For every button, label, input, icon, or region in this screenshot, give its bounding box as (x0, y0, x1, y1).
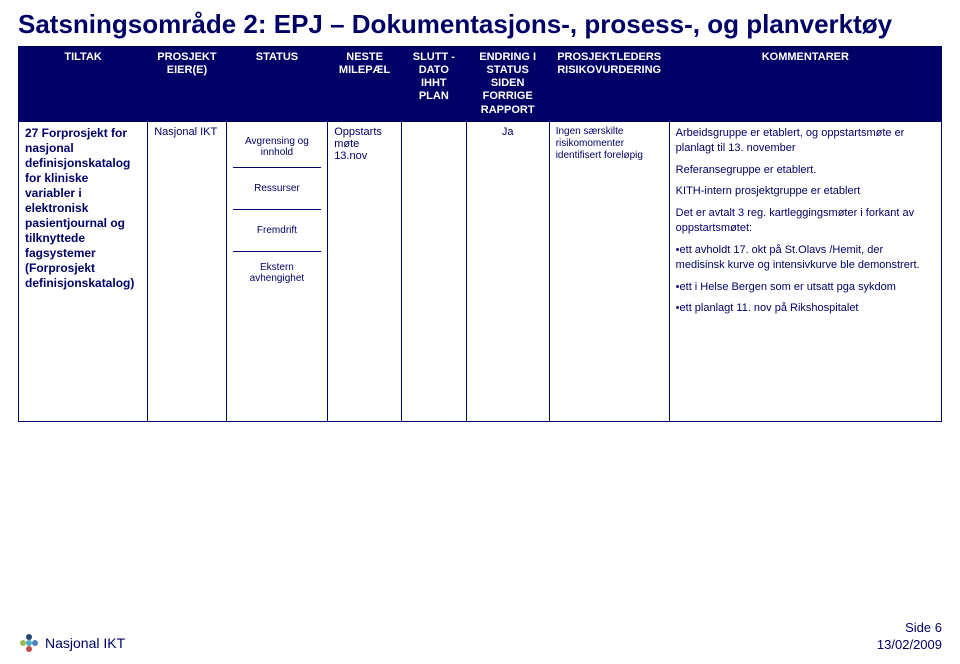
table-row: 27 Forprosjekt for nasjonal definisjonsk… (19, 121, 942, 421)
page-footer: Nasjonal IKT Side 6 13/02/2009 (18, 620, 942, 654)
cell-status: Avgrensing og innhold Ressurser Fremdrif… (226, 121, 328, 421)
cell-kommentarer: Arbeidsgruppe er etablert, og oppstartsm… (669, 121, 941, 421)
logo-text: Nasjonal IKT (45, 635, 125, 651)
comment-line: •ett avholdt 17. okt på St.Olavs /Hemit,… (676, 243, 935, 273)
page-date: 13/02/2009 (877, 637, 942, 654)
logo: Nasjonal IKT (18, 632, 125, 654)
status-avgrensing: Avgrensing og innhold (233, 126, 322, 168)
status-subtable: Avgrensing og innhold Ressurser Fremdrif… (233, 126, 322, 294)
comment-line: •ett planlagt 11. nov på Rikshospitalet (676, 301, 935, 316)
col-eier: PROSJEKT EIER(E) (148, 46, 226, 121)
col-endring: ENDRING I STATUS SIDEN FORRIGE RAPPORT (466, 46, 549, 121)
project-table: TILTAK PROSJEKT EIER(E) STATUS NESTE MIL… (18, 46, 942, 422)
comment-line: Referansegruppe er etablert. (676, 163, 935, 178)
col-kommentarer: KOMMENTARER (669, 46, 941, 121)
cell-endring: Ja (466, 121, 549, 421)
comment-line: •ett i Helse Bergen som er utsatt pga sy… (676, 280, 935, 295)
col-slutt: SLUTT - DATO IHHT PLAN (402, 46, 467, 121)
footer-meta: Side 6 13/02/2009 (877, 620, 942, 654)
status-fremdrift: Fremdrift (233, 210, 322, 252)
cell-milepael: Oppstarts møte 13.nov (328, 121, 402, 421)
cell-risiko: Ingen særskilte risikomomenter identifis… (549, 121, 669, 421)
cell-slutt (402, 121, 467, 421)
page-number: Side 6 (877, 620, 942, 637)
comment-line: KITH-intern prosjektgruppe er etablert (676, 184, 935, 199)
col-risiko: PROSJEKTLEDERS RISIKOVURDERING (549, 46, 669, 121)
comment-line: Arbeidsgruppe er etablert, og oppstartsm… (676, 126, 935, 156)
page-title: Satsningsområde 2: EPJ – Dokumentasjons-… (18, 10, 942, 40)
col-status: STATUS (226, 46, 328, 121)
col-milepael: NESTE MILEPÆL (328, 46, 402, 121)
cell-eier: Nasjonal IKT (148, 121, 226, 421)
col-tiltak: TILTAK (19, 46, 148, 121)
cell-tiltak: 27 Forprosjekt for nasjonal definisjonsk… (19, 121, 148, 421)
status-ressurser: Ressurser (233, 168, 322, 210)
comment-line: Det er avtalt 3 reg. kartleggingsmøter i… (676, 206, 935, 236)
status-ekstern: Ekstern avhengighet (233, 252, 322, 294)
logo-mark-icon (18, 632, 40, 654)
table-header-row: TILTAK PROSJEKT EIER(E) STATUS NESTE MIL… (19, 46, 942, 121)
